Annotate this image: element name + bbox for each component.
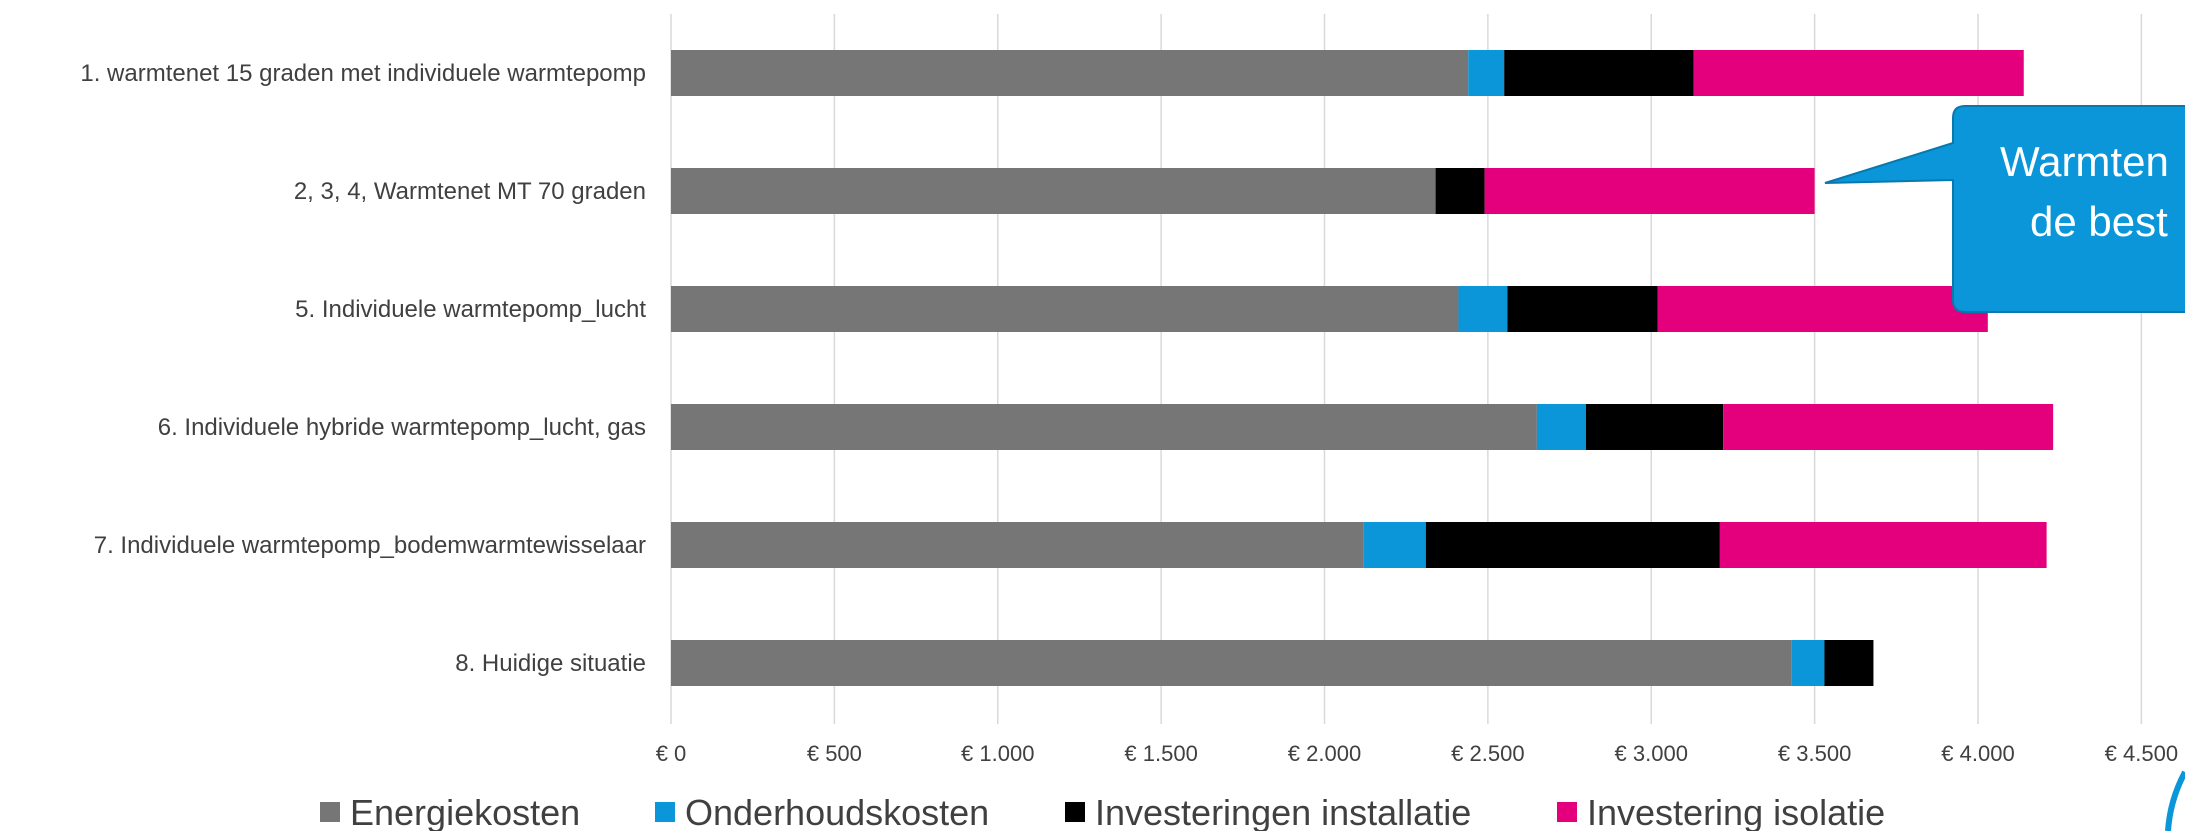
bar-segment [1468, 50, 1505, 96]
legend-label: Investeringen installatie [1095, 792, 1471, 831]
bar-segment [1458, 286, 1508, 332]
legend: Energiekosten Onderhoudskosten Investering… [320, 792, 1885, 831]
bar-segment [1585, 404, 1724, 450]
x-tick-label: € 3.000 [1615, 741, 1688, 766]
category-label: 7. Individuele warmtepomp_bodemwarmtewis… [94, 532, 646, 559]
x-tick-label: € 4.500 [2105, 741, 2178, 766]
x-tick-label: € 500 [807, 741, 862, 766]
category-label: 6. Individuele hybride warmtepomp_lucht,… [158, 414, 646, 441]
bar-segment [1425, 522, 1720, 568]
callout-line-1: Warmten [2000, 138, 2169, 185]
bar-segment [1693, 50, 2024, 96]
bar-segment [671, 640, 1792, 686]
bar-segment [671, 50, 1469, 96]
bar-segment [1791, 640, 1825, 686]
category-label: 5. Individuele warmtepomp_lucht [295, 296, 646, 323]
legend-swatch [655, 802, 675, 822]
bar-segment [1723, 404, 2054, 450]
callout-shape [1824, 105, 2185, 313]
x-tick-label: € 1.000 [961, 741, 1034, 766]
legend-swatch [1557, 802, 1577, 822]
bar-segment [1484, 168, 1815, 214]
bars [671, 50, 2054, 686]
x-tick-label: € 2.000 [1288, 741, 1361, 766]
gridlines [670, 14, 2143, 724]
bar-segment [1536, 404, 1586, 450]
legend-swatch [320, 802, 340, 822]
bar-segment [671, 522, 1364, 568]
decorative-arc [2165, 770, 2185, 831]
category-label: 8. Huidige situatie [455, 650, 646, 677]
bar-segment [671, 168, 1436, 214]
bar-segment [1507, 286, 1658, 332]
bar-segment [1719, 522, 2047, 568]
x-tick-label: € 2.500 [1451, 741, 1524, 766]
x-axis-tick-labels: € 0 € 500 € 1.000 € 1.500 € 2.000 € 2.500 € 3.… [656, 741, 2178, 766]
bar-segment [671, 286, 1459, 332]
x-tick-label: € 0 [656, 741, 687, 766]
bar-segment [1435, 168, 1485, 214]
legend-label: Onderhoudskosten [685, 792, 989, 831]
bar-segment [671, 404, 1537, 450]
x-tick-label: € 3.500 [1778, 741, 1851, 766]
x-tick-label: € 1.500 [1124, 741, 1197, 766]
bar-segment [1824, 640, 1874, 686]
callout-bubble: Warmten de best [1824, 105, 2185, 313]
legend-label: Energiekosten [350, 792, 580, 831]
category-label: 1. warmtenet 15 graden met individuele w… [80, 60, 646, 87]
x-tick-label: € 4.000 [1941, 741, 2014, 766]
bar-segment [1504, 50, 1694, 96]
category-labels: 1. warmtenet 15 graden met individuele w… [80, 60, 646, 677]
callout-line-2: de best [2030, 198, 2168, 245]
bar-segment [1657, 286, 1988, 332]
bar-segment [1363, 522, 1426, 568]
legend-label: Investering isolatie [1587, 792, 1885, 831]
category-label: 2, 3, 4, Warmtenet MT 70 graden [294, 178, 646, 205]
legend-swatch [1065, 802, 1085, 822]
